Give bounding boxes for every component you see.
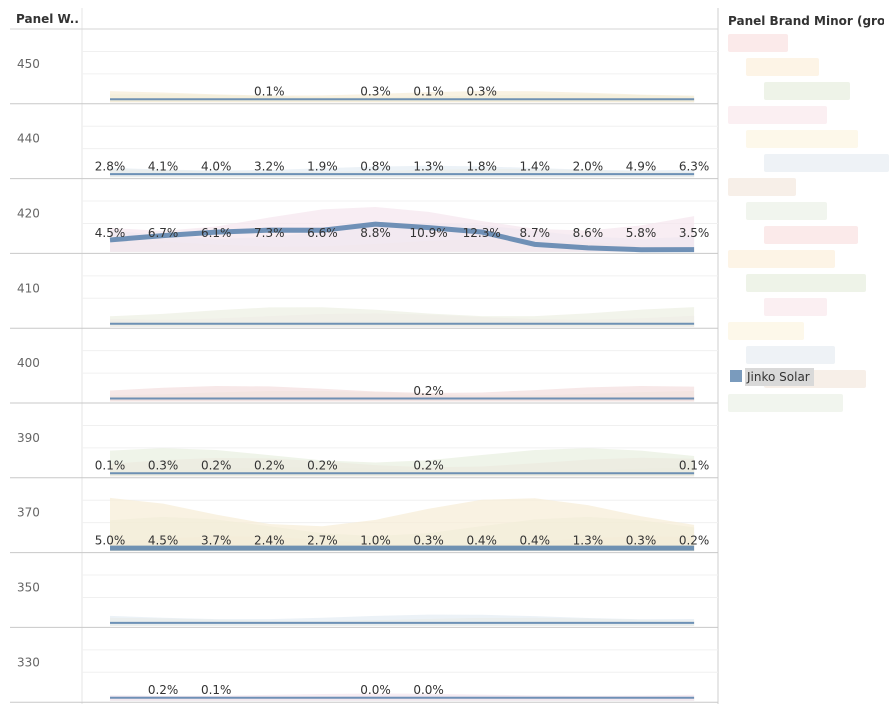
data-label: 5.8% [626,226,657,240]
background-area [110,90,695,103]
legend-blurred-entry [764,226,858,244]
data-label: 5.0% [95,533,126,547]
background-area [110,448,695,477]
row-label-370: 370 [17,506,40,520]
data-label: 0.4% [466,533,497,547]
data-label: 0.4% [520,533,551,547]
row-label-410: 410 [17,281,40,295]
data-label: 6.6% [307,226,338,240]
data-label: 0.3% [413,533,444,547]
row-header[interactable]: Panel W.. [16,12,79,26]
legend-blurred-entry [746,58,819,76]
data-label: 4.5% [148,533,179,547]
data-label: 0.1% [254,85,285,99]
legend-blurred-entry [728,106,827,124]
data-label: 6.1% [201,226,232,240]
row-label-450: 450 [17,57,40,71]
legend-blurred-entry [728,178,796,196]
data-label: 7.3% [254,226,285,240]
chart: 450 0.1% 0.3% 0.1% 0.3% 440 2.8% 4.1% 4.0% 3.2% 1.… [10,8,719,704]
data-label: 8.6% [573,226,604,240]
data-label: 8.8% [360,226,391,240]
data-label: 2.0% [573,159,604,173]
data-label: 0.3% [466,85,497,99]
legend-other-entries [724,34,889,444]
data-label: 8.7% [520,226,551,240]
data-label: 1.0% [360,533,391,547]
background-area [110,165,695,178]
legend-blurred-entry [764,154,889,172]
data-label: 3.7% [201,533,232,547]
legend-blurred-entry [746,274,866,292]
data-label: 2.7% [307,533,338,547]
row-label-330: 330 [17,655,40,669]
legend-blurred-entry [764,82,850,100]
data-label: 0.1% [413,85,444,99]
data-label: 3.2% [254,159,285,173]
data-label: 6.7% [148,226,179,240]
legend-blurred-entry [746,346,835,364]
row-label-350: 350 [17,580,40,594]
legend-swatch [730,370,742,382]
jinko-solar-line-420 [109,221,695,253]
data-label: 2.4% [254,533,285,547]
data-label: 0.1% [95,459,126,473]
data-label: 10.9% [410,226,448,240]
legend-title[interactable]: Panel Brand Minor (gro.. [728,14,884,28]
data-label: 0.2% [201,459,232,473]
data-label: 0.3% [360,85,391,99]
legend-blurred-entry [746,202,827,220]
data-label: 1.3% [413,159,444,173]
background-area [110,207,695,252]
data-label: 1.8% [466,159,497,173]
legend-blurred-entry [728,322,804,340]
data-label: 0.0% [413,683,444,697]
data-label: 2.8% [95,159,126,173]
background-area [110,497,695,552]
legend-blurred-entry [728,394,843,412]
data-label: 0.2% [679,533,710,547]
data-label: 0.0% [360,683,391,697]
data-label: 12.3% [463,226,501,240]
row-label-400: 400 [17,356,40,370]
data-label: 0.2% [254,459,285,473]
data-label: 1.9% [307,159,338,173]
data-label: 0.1% [201,683,232,697]
data-label: 6.3% [679,159,710,173]
data-label: 0.1% [679,459,710,473]
legend-blurred-entry [728,250,835,268]
data-label: 4.5% [95,226,126,240]
row-label-420: 420 [17,206,40,220]
data-label: 0.2% [148,683,179,697]
legend-label: Jinko Solar [745,368,814,386]
legend-blurred-entry [746,130,858,148]
data-label: 1.3% [573,533,604,547]
row-label-390: 390 [17,431,40,445]
data-label: 4.0% [201,159,232,173]
background-area [110,307,695,327]
data-label: 3.5% [679,226,710,240]
row-label-440: 440 [17,132,40,146]
data-label: 0.8% [360,159,391,173]
background-area [110,614,695,626]
data-label: 4.9% [626,159,657,173]
legend-blurred-entry [728,34,788,52]
data-label: 0.2% [413,384,444,398]
data-label: 1.4% [520,159,551,173]
legend-blurred-entry [764,298,827,316]
data-label: 4.1% [148,159,179,173]
data-label: 0.2% [413,459,444,473]
data-label: 0.3% [626,533,657,547]
data-label: 0.3% [148,459,179,473]
data-label: 0.2% [307,459,338,473]
